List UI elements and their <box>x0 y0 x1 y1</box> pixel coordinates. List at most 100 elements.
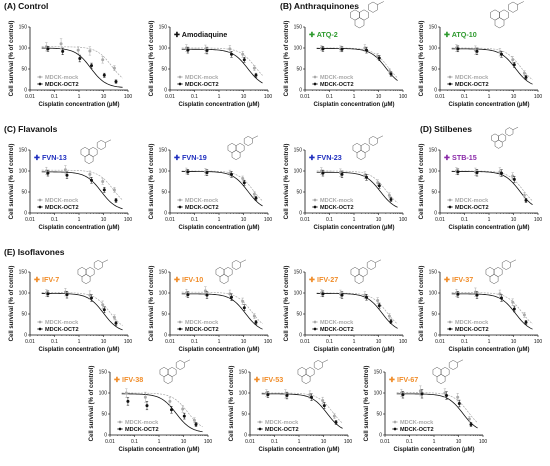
x-axis-label: Cisplatin concentration (μM) <box>448 102 529 108</box>
y-tick-label: 0 <box>434 333 437 339</box>
oct2-data-point <box>377 56 381 60</box>
oct2-data-point <box>364 295 368 299</box>
mock-data-point <box>88 49 92 53</box>
oct2-fit-curve <box>181 171 263 207</box>
oct2-data-point <box>524 320 528 324</box>
y-tick-label: 0 <box>299 88 302 94</box>
y-tick-label: 100 <box>19 291 28 297</box>
x-tick-label: 10 <box>321 439 327 445</box>
x-tick-label: 100 <box>264 339 273 345</box>
y-tick-label: 50 <box>241 412 247 418</box>
x-tick-label: 0.01 <box>25 339 35 345</box>
mock-data-point <box>112 188 116 192</box>
y-tick-label: 0 <box>434 211 437 217</box>
panel-title: ✚ ATQ-10 <box>444 30 477 39</box>
molecule-ring <box>96 140 106 150</box>
x-tick-label: 0.01 <box>165 339 175 345</box>
x-tick-label: 100 <box>124 94 133 100</box>
oct2-fit-curve <box>316 293 398 329</box>
oct2-fit-curve <box>121 393 203 433</box>
oct2-data-point <box>102 308 106 312</box>
legend-oct2-label: MDCK-OCT2 <box>320 205 354 211</box>
x-axis-label: Cisplatin concentration (μM) <box>313 225 394 231</box>
oct2-fit-curve <box>181 293 263 330</box>
y-tick-label: 0 <box>434 88 437 94</box>
molecule-structure-image <box>227 135 259 160</box>
oct2-fit-curve <box>396 393 478 429</box>
y-tick-label: 100 <box>294 46 303 52</box>
x-axis-label: Cisplatin concentration (μM) <box>38 347 119 353</box>
molecule-ring <box>313 360 323 370</box>
oct2-data-point <box>242 181 246 185</box>
mock-fit-curve <box>121 392 203 428</box>
oct2-data-point <box>321 47 325 51</box>
oct2-data-point <box>322 404 326 408</box>
x-tick-label: 1 <box>433 439 436 445</box>
chart-panel: 0 50 100 150 0.01 0.1 1 10 100 Cisplatin concentr… <box>149 135 273 231</box>
legend-oct2-label: MDCK-OCT2 <box>185 327 219 333</box>
legend-oct2-label: MDCK-OCT2 <box>185 82 219 88</box>
oct2-data-point <box>186 48 190 52</box>
chart-panel: 0 50 100 150 0.01 0.1 1 10 100 Cisplatin concentr… <box>9 259 132 353</box>
panel-title: ✚ IFV-10 <box>174 275 203 284</box>
panel-title: ✚ ATQ-2 <box>309 30 338 39</box>
molecule-bond <box>457 359 464 363</box>
y-axis-label: Cell survival (% of control) <box>149 21 155 97</box>
mock-data-point <box>228 47 232 51</box>
mock-data-point <box>124 391 128 395</box>
mock-data-point <box>387 193 391 197</box>
y-tick-label: 0 <box>244 433 247 439</box>
molecule-ring <box>494 139 503 149</box>
chart-panel: 0 50 100 150 0.01 0.1 1 10 100 Cisplatin concentr… <box>284 1 407 108</box>
mock-fit-curve <box>181 170 263 202</box>
mock-data-point <box>511 174 515 178</box>
oct2-data-point <box>46 47 50 51</box>
chart-panel: 0 50 100 150 0.01 0.1 1 10 100 Cisplatin concentr… <box>9 21 132 108</box>
y-tick-label: 50 <box>21 67 27 73</box>
legend-oct2-label: MDCK-OCT2 <box>455 205 489 211</box>
x-axis-label: Cisplatin concentration (μM) <box>448 347 529 353</box>
molecule-bond <box>102 259 109 263</box>
mock-data-point <box>76 48 80 52</box>
x-tick-label: 100 <box>399 217 408 223</box>
legend-oct2-label: MDCK-OCT2 <box>45 327 79 333</box>
molecule-bond <box>322 359 329 363</box>
legend-oct2-label: MDCK-OCT2 <box>455 82 489 88</box>
panel-title: ✚ IFV-38 <box>114 375 143 384</box>
oct2-data-point <box>340 172 344 176</box>
x-axis-label: Cisplatin concentration (μM) <box>313 102 394 108</box>
legend-oct2-label: MDCK-OCT2 <box>185 205 219 211</box>
y-tick-label: 50 <box>431 190 437 196</box>
mock-data-point <box>88 293 92 297</box>
molecule-bond <box>377 135 384 139</box>
y-tick-label: 0 <box>164 211 167 217</box>
x-axis-label: Cisplatin concentration (μM) <box>178 225 259 231</box>
x-axis-label: Cisplatin concentration (μM) <box>258 447 339 453</box>
y-tick-label: 0 <box>104 433 107 439</box>
oct2-data-point <box>61 49 65 53</box>
section-label: (C) Flavanols <box>4 124 58 134</box>
molecule-bond <box>184 359 191 363</box>
molecule-bond <box>377 1 384 5</box>
oct2-data-point <box>456 47 460 51</box>
x-tick-label: 10 <box>376 94 382 100</box>
molecule-bond <box>105 139 112 143</box>
x-axis-label: Cisplatin concentration (μM) <box>178 347 259 353</box>
y-axis-label: Cell survival (% of control) <box>89 366 95 442</box>
mock-fit-curve <box>316 170 398 204</box>
y-tick-label: 0 <box>164 88 167 94</box>
mock-data-point <box>241 177 245 181</box>
x-tick-label: 100 <box>204 439 213 445</box>
x-tick-label: 100 <box>264 217 273 223</box>
oct2-data-point <box>65 173 69 177</box>
panel-title: ✚ IFV-53 <box>254 375 283 384</box>
y-tick-label: 150 <box>159 25 168 31</box>
y-axis-label: Cell survival (% of control) <box>284 266 290 342</box>
molecule-bond <box>240 259 247 263</box>
oct2-data-point <box>475 49 479 53</box>
molecule-structure-image <box>297 359 329 384</box>
legend-oct2-label: MDCK-OCT2 <box>265 427 299 433</box>
chart-panel: 0 50 100 150 0.01 0.1 1 10 100 Cisplatin concentr… <box>284 135 408 231</box>
oct2-data-point <box>169 408 173 412</box>
x-tick-label: 0.1 <box>326 339 333 345</box>
